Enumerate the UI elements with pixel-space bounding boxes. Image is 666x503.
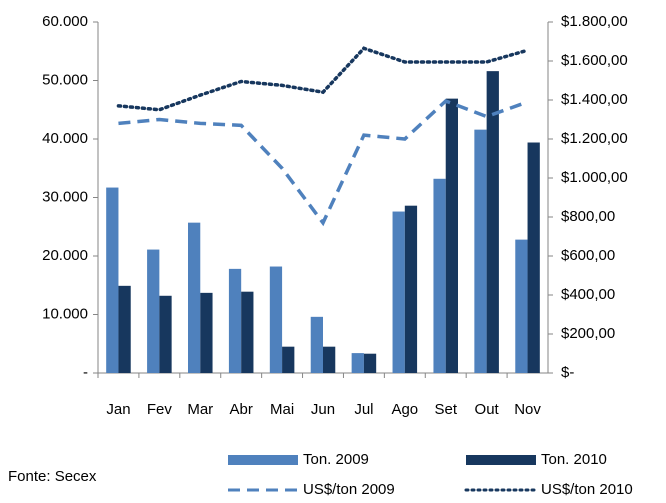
bar	[147, 249, 160, 373]
x-tick-label: Mai	[270, 401, 294, 418]
bar	[118, 285, 131, 373]
y-tick-label: 50.000	[42, 71, 88, 88]
legend-label: Ton. 2009	[303, 451, 369, 468]
line-series	[118, 98, 529, 227]
bar	[527, 142, 540, 373]
legend-label: US$/ton 2009	[303, 481, 395, 498]
bar	[310, 316, 323, 373]
y2-tick-label: $800,00	[561, 208, 615, 225]
bar	[445, 98, 458, 373]
y2-tick-label: $1.000,00	[561, 169, 628, 186]
bar	[363, 353, 377, 373]
legend-swatch	[466, 455, 536, 465]
y2-tick-label: $1.800,00	[561, 13, 628, 30]
legend-label: Ton. 2010	[541, 451, 607, 468]
legend-label: US$/ton 2010	[541, 481, 633, 498]
bar	[474, 129, 487, 373]
y-tick-label: 20.000	[42, 247, 88, 264]
bar	[323, 346, 336, 373]
bar	[106, 187, 119, 373]
x-tick-label: Ago	[391, 401, 418, 418]
x-tick-label: Jan	[106, 401, 130, 418]
bar	[200, 292, 213, 373]
bar	[269, 266, 283, 373]
bar	[351, 353, 364, 373]
bar	[188, 222, 201, 373]
y2-tick-label: $1.200,00	[561, 130, 628, 147]
bar	[486, 71, 499, 373]
y-tick-label: -	[83, 364, 88, 381]
x-tick-label: Fev	[147, 401, 173, 418]
bar	[404, 205, 418, 373]
x-tick-label: Out	[475, 401, 500, 418]
source-note: Fonte: Secex	[8, 468, 97, 485]
bar	[433, 178, 446, 373]
y-tick-label: 30.000	[42, 188, 88, 205]
bar	[228, 268, 242, 373]
line-series	[116, 46, 530, 112]
y2-tick-label: $1.400,00	[561, 91, 628, 108]
x-tick-label: Abr	[230, 401, 253, 418]
y2-tick-label: $-	[561, 364, 574, 381]
y2-tick-label: $600,00	[561, 247, 615, 264]
bar	[282, 346, 295, 373]
legend-swatch	[228, 455, 298, 465]
bar	[241, 291, 254, 373]
bar	[159, 295, 172, 373]
y2-tick-label: $1.600,00	[561, 52, 628, 69]
y2-tick-label: $400,00	[561, 286, 615, 303]
x-tick-label: Jul	[354, 401, 373, 418]
y-tick-label: 60.000	[42, 13, 88, 30]
y-tick-label: 40.000	[42, 130, 88, 147]
x-tick-label: Mar	[187, 401, 213, 418]
x-tick-label: Jun	[311, 401, 335, 418]
bar	[515, 239, 528, 373]
bar	[392, 211, 405, 373]
x-tick-label: Set	[434, 401, 457, 418]
y2-tick-label: $200,00	[561, 325, 615, 342]
x-tick-label: Nov	[514, 401, 541, 418]
y-tick-label: 10.000	[42, 305, 88, 322]
